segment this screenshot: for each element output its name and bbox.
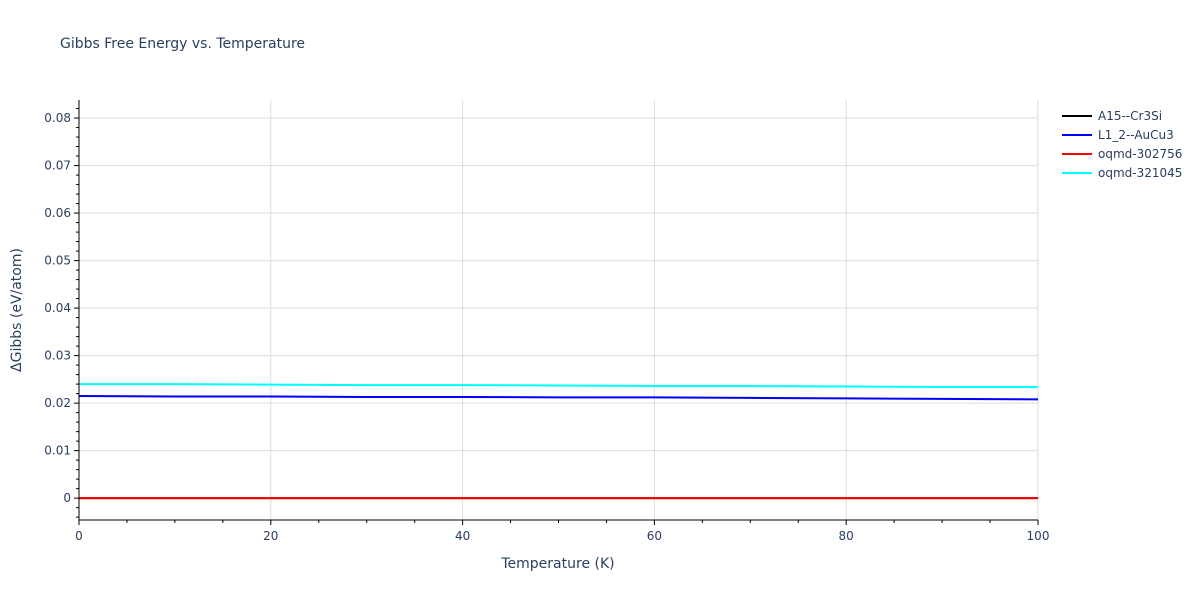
chart-title: Gibbs Free Energy vs. Temperature bbox=[60, 36, 306, 52]
legend: A15--Cr3Si L1_2--AuCu3 oqmd-302756 oqmd-321… bbox=[1062, 106, 1182, 182]
y-tick-label: 0.01 bbox=[44, 444, 71, 458]
x-tick-label: 20 bbox=[263, 529, 278, 543]
y-tick-label: 0.08 bbox=[44, 111, 71, 125]
x-axis-title: Temperature (K) bbox=[500, 556, 614, 572]
y-tick-label: 0.07 bbox=[44, 159, 71, 173]
x-tick-label: 100 bbox=[1027, 529, 1050, 543]
legend-line-swatch-icon bbox=[1062, 152, 1092, 155]
legend-item-l1-2-aucu3[interactable]: L1_2--AuCu3 bbox=[1062, 125, 1182, 144]
x-tick-label: 60 bbox=[647, 529, 662, 543]
y-tick-label: 0.02 bbox=[44, 396, 71, 410]
legend-line-swatch-icon bbox=[1062, 114, 1092, 117]
x-tick-label: 40 bbox=[455, 529, 470, 543]
legend-line-swatch-icon bbox=[1062, 133, 1092, 136]
y-tick-label: 0 bbox=[63, 491, 71, 505]
legend-item-oqmd-321045[interactable]: oqmd-321045 bbox=[1062, 163, 1182, 182]
legend-label: oqmd-321045 bbox=[1098, 165, 1183, 180]
series-line-oqmd-321045[interactable] bbox=[79, 383, 1038, 388]
y-tick-label: 0.05 bbox=[44, 254, 71, 268]
x-tick-label: 80 bbox=[839, 529, 854, 543]
legend-label: oqmd-302756 bbox=[1098, 146, 1183, 161]
legend-item-a15-cr3si[interactable]: A15--Cr3Si bbox=[1062, 106, 1182, 125]
legend-label: L1_2--AuCu3 bbox=[1098, 127, 1174, 142]
series-line-l1-2-aucu3[interactable] bbox=[78, 394, 1039, 401]
y-tick-label: 0.03 bbox=[44, 349, 71, 363]
x-tick-label: 0 bbox=[75, 529, 83, 543]
legend-label: A15--Cr3Si bbox=[1098, 108, 1163, 123]
y-axis-title: ΔGibbs (eV/atom) bbox=[9, 248, 25, 372]
grid-lines bbox=[79, 100, 1039, 520]
legend-line-swatch-icon bbox=[1062, 171, 1092, 174]
series-lines bbox=[78, 383, 1039, 500]
legend-item-oqmd-302756[interactable]: oqmd-302756 bbox=[1062, 144, 1182, 163]
y-tick-label: 0.04 bbox=[44, 301, 71, 315]
y-tick-label: 0.06 bbox=[44, 206, 71, 220]
axes: 0 0.01 0.02 0.03 0.04 0.05 0.06 0.07 0.08 0 20 40 60… bbox=[44, 100, 1049, 543]
